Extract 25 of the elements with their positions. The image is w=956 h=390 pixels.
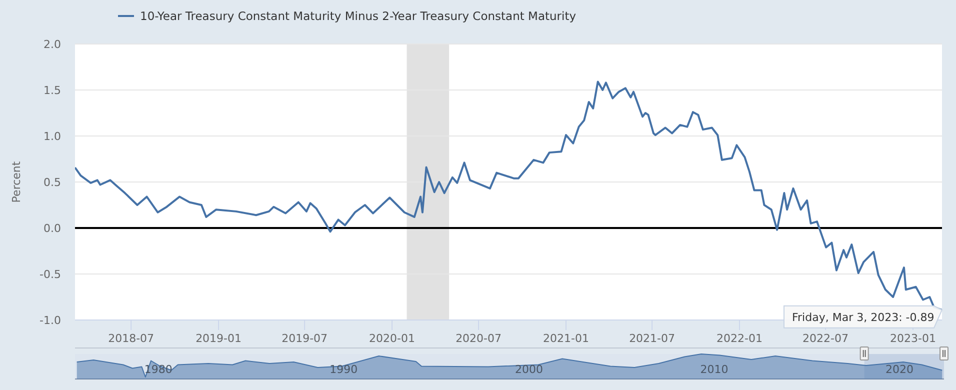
legend-label: 10-Year Treasury Constant Maturity Minus 2-Year Treasury Constant Maturity [140, 9, 576, 23]
x-tick-label: 2020-07 [456, 332, 502, 345]
x-tick-label: 2019-01 [196, 332, 242, 345]
x-tick-label: 2022-01 [716, 332, 762, 345]
x-tick-label: 2021-01 [543, 332, 589, 345]
y-tick-label: 2.0 [44, 38, 61, 51]
x-tick-label: 1990 [330, 363, 358, 376]
x-tick-label: 2020 [886, 363, 914, 376]
annotation: Friday, Mar 3, 2023: -0.89 [792, 310, 934, 324]
y-tick-label: 1.5 [44, 84, 61, 97]
y-tick-label: 0.0 [44, 222, 61, 235]
y-axis-title: Percent [10, 160, 23, 203]
line-series [75, 80, 942, 311]
x-tick-label: 2022-07 [802, 332, 849, 345]
y-tick-label: 1.0 [44, 130, 61, 143]
x-tick-label: 2020-01 [369, 332, 416, 345]
x-tick-label: 2000 [514, 363, 543, 376]
y-tick-label: 0.5 [44, 176, 61, 189]
x-tick-label: 2010 [700, 363, 728, 376]
x-tick-label: 2021-07 [629, 332, 676, 345]
x-tick-label: 2019-07 [282, 332, 328, 345]
x-tick-label: 2018-07 [108, 332, 154, 345]
y-tick-label: -1.0 [40, 314, 61, 327]
x-tick-label: 2023-01 [890, 332, 936, 345]
y-tick-label: -0.5 [40, 268, 61, 281]
